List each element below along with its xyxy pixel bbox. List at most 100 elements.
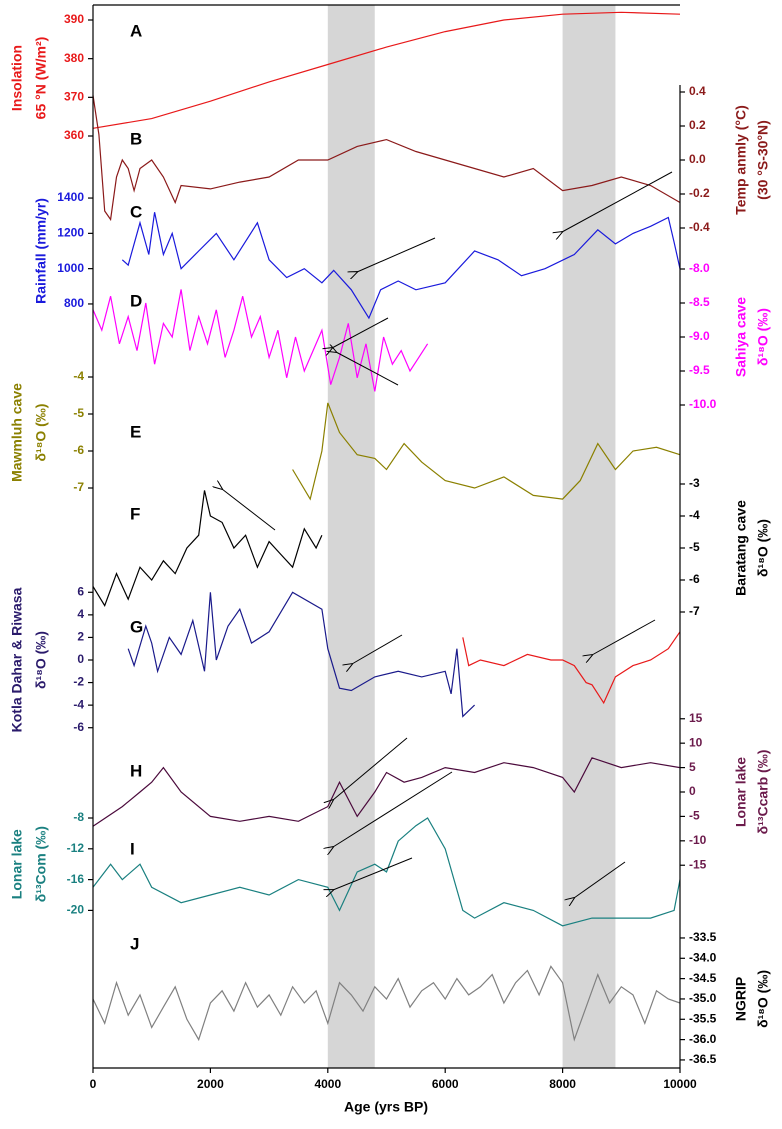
y-axis-title: Lonar lake — [733, 757, 749, 827]
series-line — [462, 631, 681, 705]
y-axis-title: Kotla Dahar & Riwasa — [9, 587, 25, 732]
y-tick-label: -10 — [689, 833, 707, 847]
y-tick-label: -10.0 — [689, 397, 717, 411]
panel-letter: A — [130, 21, 142, 40]
series-line — [92, 757, 681, 827]
annotation-arrow — [333, 737, 408, 800]
y-axis-title: δ¹³Ccarb (‰) — [755, 750, 771, 835]
y-tick-label: 10 — [689, 735, 703, 749]
y-axis-title: δ¹⁸O (‰) — [33, 631, 49, 689]
y-tick-label: -8.5 — [689, 295, 710, 309]
panel-letter: C — [130, 202, 142, 221]
panel-letter: H — [130, 761, 142, 780]
x-tick-label: 0 — [90, 1077, 97, 1091]
y-axis-title: NGRIP — [733, 977, 749, 1021]
y-axis-title: Insolation — [9, 45, 25, 111]
panel-letter: F — [130, 504, 140, 523]
series-layer — [92, 11, 681, 1042]
y-axis-title: Lonar lake — [9, 829, 25, 899]
y-tick-label: -33.5 — [689, 930, 717, 944]
y-tick-label: 0.2 — [689, 118, 706, 132]
series-line — [92, 289, 429, 392]
panel-letter: J — [130, 934, 139, 953]
y-tick-label: -4 — [73, 369, 84, 383]
panel-letter: E — [130, 422, 141, 441]
y-tick-label: 1400 — [57, 190, 84, 204]
annotation-arrow — [336, 352, 399, 386]
y-tick-label: 370 — [64, 90, 84, 104]
series-line — [121, 212, 681, 320]
y-axis-title: Mawmluh cave — [9, 383, 25, 482]
shaded-band — [327, 5, 375, 1068]
y-tick-label: -36.0 — [689, 1032, 717, 1046]
y-tick-label: -5 — [689, 809, 700, 823]
y-tick-label: 6 — [77, 584, 84, 598]
y-tick-label: 360 — [64, 128, 84, 142]
y-axis-title: (30 °S-30°N) — [755, 120, 771, 200]
y-tick-label: -6 — [689, 572, 700, 586]
y-tick-label: -35.0 — [689, 991, 717, 1005]
annotation-arrow — [332, 317, 389, 348]
x-tick-label: 6000 — [432, 1077, 459, 1091]
y-tick-label: 5 — [689, 760, 696, 774]
series-line — [127, 591, 476, 718]
y-tick-label: 4 — [77, 607, 84, 621]
x-tick-label: 8000 — [549, 1077, 576, 1091]
y-tick-label: -6 — [73, 720, 84, 734]
y-tick-label: -9.0 — [689, 329, 710, 343]
series-line — [92, 490, 323, 607]
y-axis-title: δ¹³Com (‰) — [33, 826, 49, 902]
y-tick-label: -12 — [67, 841, 85, 855]
y-tick-label: 0.0 — [689, 152, 706, 166]
x-axis-title: Age (yrs BP) — [344, 1099, 428, 1115]
y-axis-title: δ¹⁸O (‰) — [33, 404, 49, 462]
y-tick-label: -7 — [689, 604, 700, 618]
y-tick-label: -36.5 — [689, 1052, 717, 1066]
y-axis-title: Sahiya cave — [733, 297, 749, 377]
y-tick-label: 380 — [64, 51, 84, 65]
y-tick-label: -2 — [73, 675, 84, 689]
y-axis-title: Temp anmly (°C) — [733, 105, 749, 215]
series-line — [92, 95, 681, 222]
y-tick-label: 390 — [64, 12, 84, 26]
y-tick-label: -35.5 — [689, 1011, 717, 1025]
y-tick-label: -8 — [73, 810, 84, 824]
y-tick-label: -6 — [73, 443, 84, 457]
y-tick-label: -16 — [67, 872, 85, 886]
x-tick-label: 10000 — [663, 1077, 697, 1091]
annotation-arrow — [352, 634, 403, 664]
axes: 0 2000 4000 6000 8000 10000360370380390Insola… — [9, 4, 771, 1091]
y-tick-label: -0.4 — [689, 220, 710, 234]
panel-letter: I — [130, 839, 135, 858]
y-axis-title: 65 °N (W/m²) — [33, 37, 49, 120]
series-line — [92, 11, 681, 129]
y-tick-label: -5 — [689, 540, 700, 554]
y-tick-label: -4 — [689, 508, 700, 522]
annotation-arrow — [333, 857, 413, 890]
y-axis-title: Rainfall (mm/yr) — [33, 198, 49, 304]
annotation-arrow — [562, 171, 673, 232]
y-axis-title: δ¹⁸O (‰) — [755, 519, 771, 577]
y-tick-label: -7 — [73, 480, 84, 494]
y-tick-label: 1000 — [57, 261, 84, 275]
series-line — [92, 965, 681, 1042]
y-tick-label: 0.4 — [689, 84, 706, 98]
shaded-band — [562, 5, 616, 1068]
y-tick-label: 15 — [689, 711, 703, 725]
panel-letter: D — [130, 291, 142, 310]
y-tick-label: -4 — [73, 697, 84, 711]
y-tick-label: -20 — [67, 903, 85, 917]
annotation-arrow — [574, 861, 626, 898]
y-axis-title: δ¹⁸O (‰) — [755, 308, 771, 366]
y-tick-label: 0 — [689, 784, 696, 798]
y-tick-label: -5 — [73, 406, 84, 420]
shaded-bands — [327, 5, 616, 1068]
panel-letter: G — [130, 617, 143, 636]
series-line — [92, 817, 681, 927]
y-tick-label: -34.5 — [689, 971, 717, 985]
annotation-arrow — [592, 619, 656, 655]
y-tick-label: 1200 — [57, 226, 84, 240]
y-tick-label: -15 — [689, 857, 707, 871]
series-line — [292, 402, 681, 501]
